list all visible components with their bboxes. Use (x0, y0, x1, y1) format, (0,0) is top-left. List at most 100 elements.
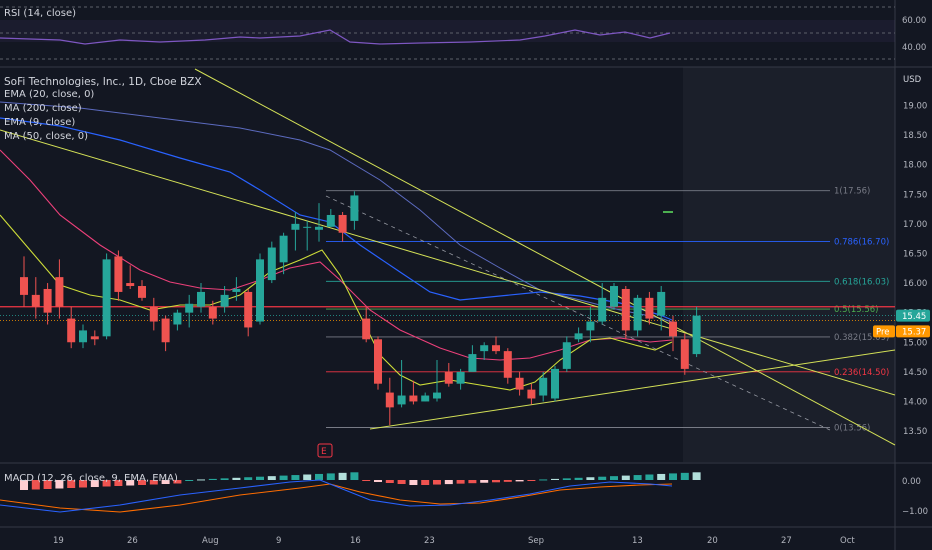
candle-body (197, 291, 205, 307)
macd-histogram-bar (303, 474, 312, 480)
candle-body (598, 297, 607, 322)
macd-histogram-bar (362, 480, 371, 481)
fib-level-label: 0.5(15.56) (834, 305, 878, 315)
macd-histogram-bar (20, 480, 28, 490)
fib-level-label: 0.382(15.09) (834, 333, 889, 343)
candle-body (102, 259, 111, 337)
macd-histogram-bar (55, 480, 64, 489)
price-tick: 18.50 (903, 131, 927, 141)
ma200-line (0, 101, 673, 323)
macd-histogram-bar (610, 476, 618, 480)
candle-body (43, 288, 52, 313)
price-tick: 17.00 (903, 220, 927, 230)
macd-histogram-bar (220, 478, 229, 480)
macd-label: MACD (12, 26, close, 9, EMA, EMA) (4, 473, 178, 484)
price-tick: 17.50 (903, 190, 927, 200)
macd-histogram-bar (161, 480, 170, 484)
fib-level-label: 0(13.56) (834, 424, 870, 434)
candle-body (456, 371, 465, 384)
candle-body (539, 377, 548, 396)
time-tick: 23 (424, 536, 435, 546)
macd-histogram-bar (669, 473, 677, 480)
candle-body (90, 336, 99, 340)
price-tick: 14.00 (903, 397, 927, 407)
macd-histogram-bar (350, 472, 359, 480)
macd-histogram-bar (374, 480, 382, 482)
macd-histogram-bar (114, 480, 123, 486)
fib-level-label: 0.786(16.70) (834, 238, 889, 248)
pre-price-tag-bg (896, 325, 930, 338)
macd-histogram-bar (244, 477, 253, 480)
time-tick: 26 (127, 536, 138, 546)
macd-histogram-bar (102, 480, 111, 487)
macd-histogram-bar (397, 480, 406, 484)
symbol-title: SoFi Technologies, Inc., 1D, Cboe BZX (4, 76, 202, 88)
candle-body (161, 318, 170, 343)
candle-body (303, 226, 312, 228)
candle-body (433, 392, 441, 399)
candle-body (79, 330, 87, 343)
candle-body (468, 354, 477, 372)
macd-histogram-bar (503, 480, 512, 482)
macd-histogram-bar (433, 480, 441, 485)
indicator-ma200: MA (200, close) (4, 103, 82, 114)
macd-histogram-bar (385, 480, 394, 483)
macd-histogram-bar (43, 480, 52, 489)
candle-body (31, 294, 40, 307)
candle-body (421, 395, 430, 402)
macd-histogram-bar (173, 480, 182, 484)
time-tick: Sep (528, 536, 544, 546)
macd-histogram-bar (562, 478, 571, 480)
macd-histogram-bar (574, 477, 583, 480)
candle-body (645, 297, 654, 319)
candle-body (67, 318, 76, 343)
candle-body (492, 345, 500, 352)
macd-histogram-bar (527, 480, 536, 481)
candle-body (362, 318, 371, 340)
indicator-ma50: MA (50, close, 0) (4, 131, 89, 142)
rsi-label: RSI (14, close) (4, 8, 77, 19)
time-tick: 27 (781, 536, 792, 546)
candle-body (114, 256, 123, 292)
time-tick: 13 (632, 536, 643, 546)
candle-body (527, 389, 536, 399)
ma50-line (0, 117, 673, 321)
macd-histogram-bar (326, 473, 335, 480)
last-price-tag: 15.45 (902, 312, 926, 322)
macd-line (0, 479, 673, 513)
trendline-descending-long (194, 68, 896, 446)
trendline-descending-upper (0, 129, 896, 396)
price-tick: 15.00 (903, 338, 927, 348)
candle-body (551, 368, 559, 399)
candle-body (138, 286, 146, 298)
candle-body (503, 351, 512, 378)
macd-histogram-bar (208, 478, 217, 480)
macd-histogram-bar (315, 473, 323, 480)
candle-body (480, 345, 489, 352)
macd-histogram-bar (421, 480, 430, 485)
macd-histogram-bar (67, 480, 76, 488)
candle-body (267, 247, 276, 281)
time-tick: 20 (707, 536, 718, 546)
macd-histogram-bar (338, 472, 347, 480)
macd-histogram-bar (31, 480, 40, 490)
future-shade (683, 67, 895, 462)
price-tick: 14.50 (903, 368, 927, 378)
candle-body (208, 306, 217, 319)
candle-body (397, 395, 406, 405)
candle-body (374, 339, 382, 384)
last-price-tag-bg (896, 309, 930, 322)
candle-body (244, 291, 253, 328)
indicator-ema9: EMA (9, close) (4, 117, 76, 128)
macd-histogram-bar (256, 476, 264, 480)
candle-body (126, 283, 135, 287)
candle-body (610, 286, 618, 307)
macd-histogram-bar (468, 480, 477, 484)
macd-signal-line (0, 483, 673, 513)
candle-body (185, 303, 194, 313)
candle-body (515, 377, 524, 390)
macd-histogram-bar (409, 480, 418, 485)
macd-histogram-bar (126, 480, 135, 486)
